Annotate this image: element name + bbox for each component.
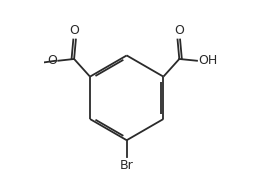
Text: O: O xyxy=(47,54,57,67)
Text: Br: Br xyxy=(120,159,134,172)
Text: O: O xyxy=(70,24,79,37)
Text: O: O xyxy=(174,24,184,37)
Text: OH: OH xyxy=(198,54,217,67)
